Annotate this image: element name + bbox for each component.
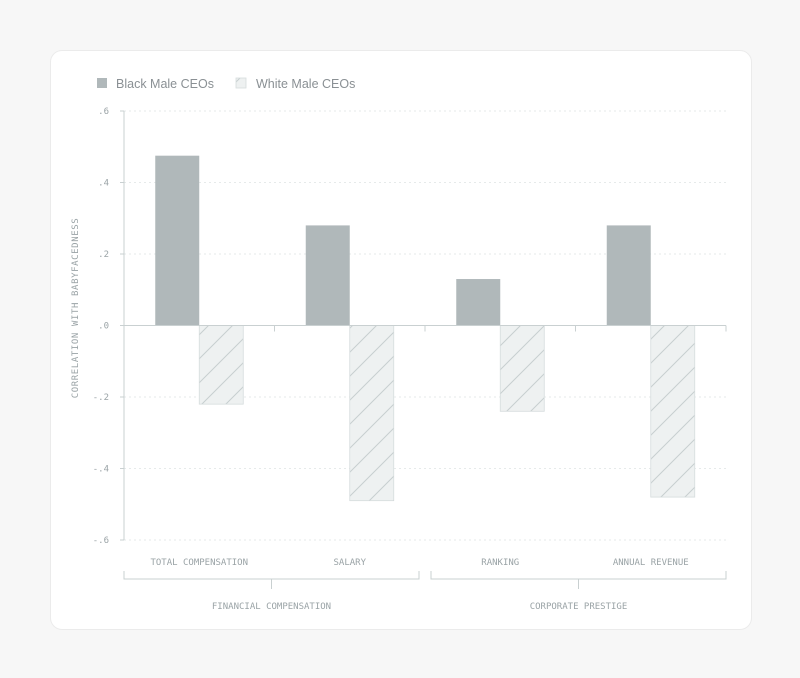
y-tick-label: -.2 xyxy=(93,393,109,403)
bar-white-male-ceos-salary xyxy=(349,325,395,502)
y-tick-label: .2 xyxy=(98,250,109,260)
legend-label-white-male-ceos: White Male CEOs xyxy=(256,77,355,91)
legend: Black Male CEOs White Male CEOs xyxy=(97,77,355,91)
bar-white-male-ceos-total-compensation xyxy=(198,325,244,405)
bar-black-male-ceos-ranking xyxy=(456,279,501,326)
x-tick-label: TOTAL COMPENSATION xyxy=(150,558,248,568)
x-tick-label: SALARY xyxy=(333,558,366,568)
legend-swatch-white-male-ceos xyxy=(235,77,247,89)
axes xyxy=(120,110,727,589)
legend-label-black-male-ceos: Black Male CEOs xyxy=(116,77,214,91)
group-label-financial-compensation: FINANCIAL COMPENSATION xyxy=(212,602,331,612)
x-tick-label: ANNUAL REVENUE xyxy=(613,558,689,568)
bar-white-male-ceos-annual-revenue xyxy=(650,325,696,498)
bar-chart: Black Male CEOs White Male CEOs CORRELAT… xyxy=(71,77,727,612)
bar-black-male-ceos-salary xyxy=(305,225,350,326)
bar-black-male-ceos-total-compensation xyxy=(155,155,200,326)
y-tick-label: .6 xyxy=(98,107,109,117)
y-tick-label: -.6 xyxy=(93,536,109,546)
bar-white-male-ceos-ranking xyxy=(499,325,545,412)
bars xyxy=(155,155,696,502)
y-tick-label: -.4 xyxy=(93,465,109,475)
group-label-corporate-prestige: CORPORATE PRESTIGE xyxy=(530,602,628,612)
tick-labels: .6 .4 .2 .0 -.2 -.4 -.6 TOTAL COMPENSATION SALAR… xyxy=(93,107,689,612)
y-tick-label: .0 xyxy=(98,322,109,332)
bar-black-male-ceos-annual-revenue xyxy=(606,225,651,326)
chart-card: Black Male CEOs White Male CEOs CORRELAT… xyxy=(50,50,752,630)
y-axis-label: CORRELATION WITH BABYFACEDNESS xyxy=(71,218,81,399)
group-bracket-financial-compensation xyxy=(123,571,420,589)
x-tick-label: RANKING xyxy=(481,558,519,568)
y-tick-label: .4 xyxy=(98,179,109,189)
group-bracket-corporate-prestige xyxy=(430,571,727,589)
legend-swatch-black-male-ceos xyxy=(97,78,107,88)
